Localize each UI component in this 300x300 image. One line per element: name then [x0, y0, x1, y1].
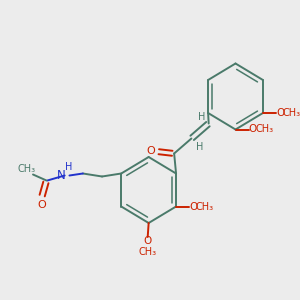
Text: CH₃: CH₃ [139, 247, 157, 257]
Text: CH₃: CH₃ [196, 202, 214, 212]
Text: O: O [37, 200, 46, 211]
Text: N: N [57, 169, 66, 182]
Text: CH₃: CH₃ [255, 124, 273, 134]
Text: O: O [189, 202, 197, 212]
Text: O: O [249, 124, 257, 134]
Text: H: H [65, 161, 72, 172]
Text: CH₃: CH₃ [17, 164, 35, 175]
Text: H: H [196, 142, 204, 152]
Text: O: O [144, 236, 152, 246]
Text: O: O [147, 146, 155, 157]
Text: CH₃: CH₃ [283, 108, 300, 118]
Text: H: H [198, 112, 206, 122]
Text: O: O [276, 108, 284, 118]
